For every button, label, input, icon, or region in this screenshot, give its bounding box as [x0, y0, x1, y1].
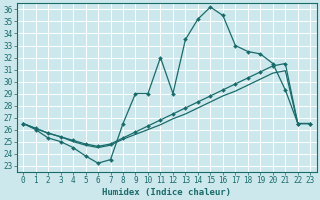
X-axis label: Humidex (Indice chaleur): Humidex (Indice chaleur) [102, 188, 231, 197]
